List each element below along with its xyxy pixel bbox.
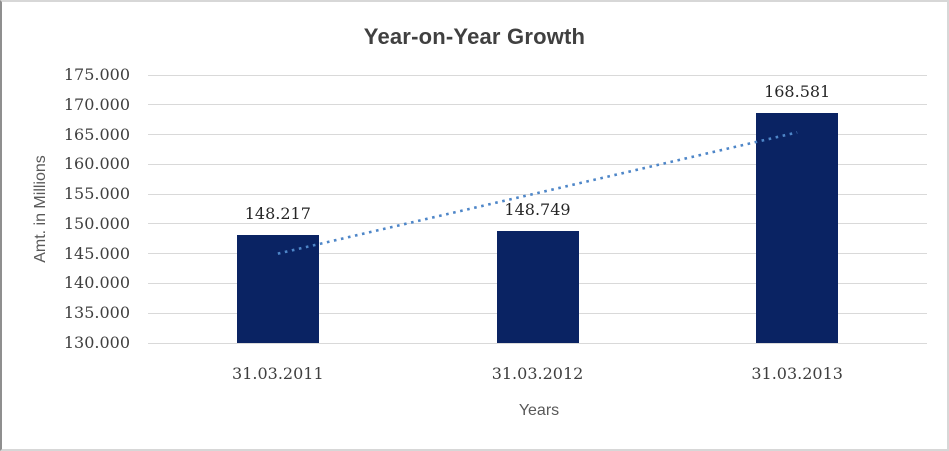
chart-title: Year-on-Year Growth bbox=[363, 24, 586, 49]
data-label: 168.581 bbox=[764, 82, 831, 102]
x-tick-label-31.03.2012: 31.03.2012 bbox=[491, 364, 584, 383]
trendline[interactable] bbox=[148, 75, 927, 343]
bar-31.03.2013[interactable] bbox=[756, 113, 839, 343]
y-tick-label: 175.000 bbox=[63, 65, 130, 84]
y-tick-label: 145.000 bbox=[63, 243, 130, 263]
gridline bbox=[148, 134, 927, 136]
gridline bbox=[148, 163, 927, 165]
y-tick-label: 150.000 bbox=[63, 213, 130, 233]
y-tick-label: 130.000 bbox=[63, 333, 130, 352]
data-label: 148.749 bbox=[504, 200, 571, 220]
y-tick-label: 140.000 bbox=[63, 273, 130, 293]
y-tick-label: 155.000 bbox=[63, 184, 130, 204]
y-axis-title: Amt. in Millions bbox=[32, 155, 49, 263]
gridline bbox=[148, 74, 927, 76]
y-tick-label: 160.000 bbox=[63, 154, 130, 174]
x-tick-label-31.03.2013: 31.03.2013 bbox=[751, 364, 843, 383]
bar-31.03.2012[interactable] bbox=[496, 231, 579, 343]
plot-area: 148.217 148.749 168.581 bbox=[148, 74, 927, 344]
data-label: 148.217 bbox=[244, 203, 311, 223]
x-axis-title: Years bbox=[518, 402, 560, 419]
y-tick-label: 135.000 bbox=[63, 303, 130, 323]
gridline bbox=[148, 223, 927, 225]
x-tick-label-31.03.2011: 31.03.2011 bbox=[232, 364, 324, 383]
gridline bbox=[148, 104, 927, 106]
y-tick-label: 170.000 bbox=[63, 94, 130, 114]
y-tick-label: 165.000 bbox=[63, 124, 130, 144]
gridline bbox=[148, 342, 927, 344]
